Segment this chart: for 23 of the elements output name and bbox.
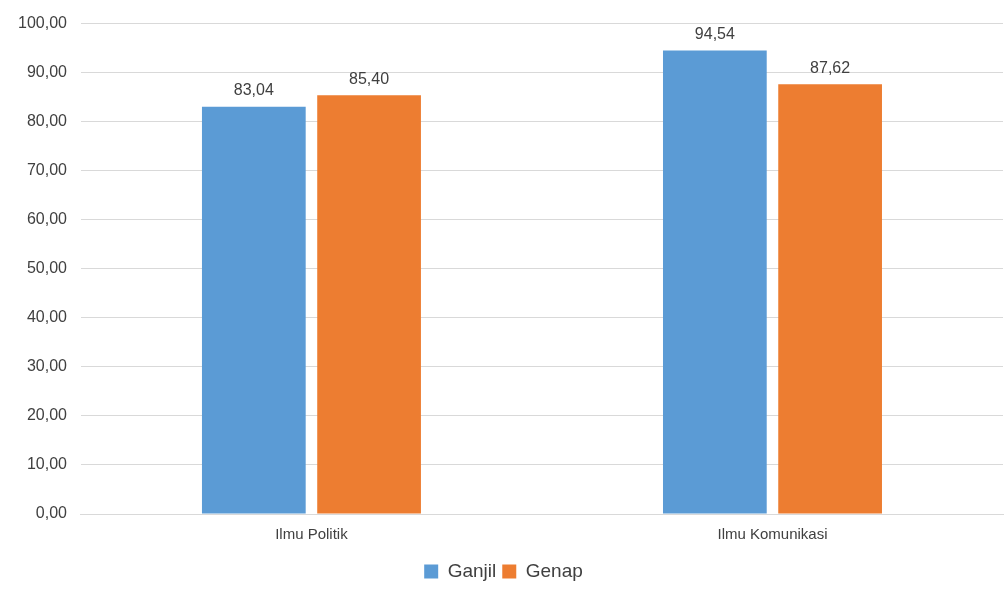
- y-tick-label: 100,00: [18, 14, 68, 32]
- y-tick-label: 60,00: [26, 210, 68, 228]
- y-tick-label: 50,00: [26, 259, 68, 277]
- y-tick-label: 30,00: [26, 357, 68, 375]
- bar: [778, 84, 882, 514]
- data-label: 87,62: [810, 58, 851, 76]
- x-tick-label: Ilmu Politik: [275, 525, 349, 543]
- bar: [317, 95, 421, 514]
- y-tick-label: 70,00: [26, 161, 68, 179]
- y-tick-label: 10,00: [26, 455, 68, 473]
- y-tick-label: 0,00: [35, 504, 68, 522]
- bar: [201, 106, 306, 514]
- data-label: 85,40: [349, 69, 390, 87]
- x-tick-label: Ilmu Komunikasi: [717, 525, 828, 543]
- legend-label: Genap: [525, 559, 583, 581]
- bar: [662, 50, 767, 514]
- data-label: 83,04: [233, 81, 274, 99]
- y-tick-label: 80,00: [26, 112, 68, 130]
- legend-label: Ganjil: [447, 559, 497, 581]
- y-tick-label: 40,00: [26, 308, 68, 326]
- y-tick-label: 20,00: [26, 406, 68, 424]
- y-tick-label: 90,00: [26, 63, 68, 81]
- data-label: 94,54: [694, 24, 735, 42]
